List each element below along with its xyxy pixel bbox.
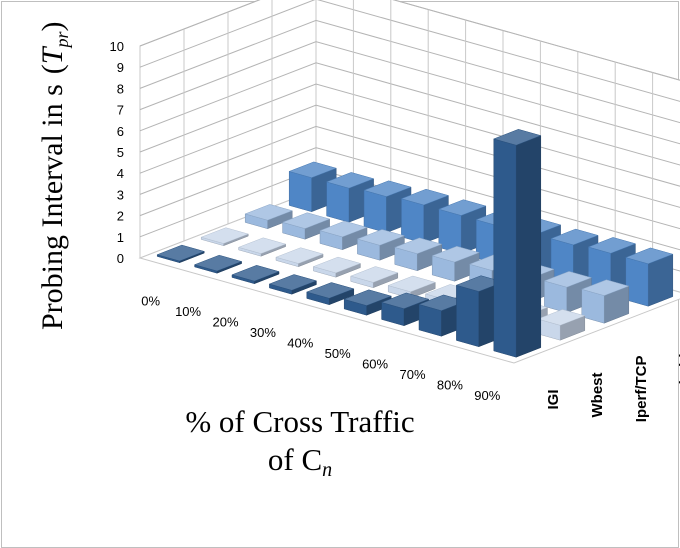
bar bbox=[319, 220, 368, 251]
bar bbox=[244, 204, 293, 230]
bar bbox=[400, 188, 450, 244]
x-tick-label: 30% bbox=[250, 325, 276, 340]
series-depth-labels: IGI Wbest Iperf/TCP Pathchirp bbox=[545, 339, 680, 423]
gridline bbox=[139, 147, 680, 251]
bar bbox=[581, 279, 630, 324]
bar bbox=[275, 247, 324, 268]
bar bbox=[350, 266, 399, 289]
x-axis-label-line2-text: of C bbox=[268, 442, 322, 477]
y-axis-label: Probing Interval in s(Tpr) bbox=[36, 21, 72, 330]
y-tick-label: 10 bbox=[110, 39, 124, 54]
gridline bbox=[139, 83, 680, 187]
y-tick-label: 1 bbox=[117, 230, 124, 245]
series-label: IGI bbox=[545, 390, 562, 410]
x-axis-label-line2: of Cn bbox=[268, 442, 332, 481]
y-tick-label: 8 bbox=[117, 81, 124, 96]
x-tick-label: 20% bbox=[212, 314, 238, 329]
y-axis-label-main: Probing Interval in s bbox=[36, 84, 69, 330]
y-tick-label: 9 bbox=[117, 60, 124, 75]
y-axis-label-symbol: T bbox=[36, 45, 69, 64]
bar bbox=[200, 227, 249, 247]
gridline bbox=[139, 41, 680, 145]
gridline bbox=[139, 0, 680, 81]
y-tick-labels: 0 1 2 3 4 5 6 7 8 9 10 bbox=[110, 39, 124, 266]
x-tick-label: 80% bbox=[437, 377, 463, 392]
y-tick-label: 2 bbox=[117, 209, 124, 224]
x-category-labels: 0% 10% 20% 30% 40% 50% 60% 70% 80% 90% bbox=[141, 293, 500, 403]
x-tick-label: 70% bbox=[399, 367, 425, 382]
y-tick-label: 5 bbox=[117, 145, 124, 160]
bar bbox=[193, 254, 243, 274]
gridline bbox=[139, 104, 680, 208]
bar bbox=[356, 229, 406, 261]
gridline bbox=[139, 125, 680, 230]
x-tick-label: 60% bbox=[362, 356, 388, 371]
gridline bbox=[139, 19, 680, 124]
y-tick-label: 0 bbox=[117, 251, 124, 266]
x-tick-label: 0% bbox=[141, 293, 160, 308]
x-tick-label: 40% bbox=[287, 335, 313, 350]
bar bbox=[156, 244, 205, 264]
bar bbox=[312, 256, 362, 278]
bar bbox=[438, 199, 487, 255]
bar bbox=[625, 247, 674, 307]
y-tick-label: 3 bbox=[117, 187, 124, 202]
x-tick-label: 50% bbox=[325, 346, 351, 361]
bar bbox=[237, 237, 287, 257]
x-tick-label: 10% bbox=[175, 304, 201, 319]
series-label: Wbest bbox=[589, 372, 606, 417]
x-tick-label: 90% bbox=[474, 388, 500, 403]
gridline bbox=[139, 0, 680, 102]
chart-bars bbox=[156, 129, 674, 358]
gridline bbox=[139, 62, 680, 166]
bar bbox=[537, 309, 586, 341]
bar bbox=[306, 282, 355, 306]
bar bbox=[231, 265, 280, 285]
x-axis-label-line1: % of Cross Traffic bbox=[185, 404, 414, 439]
y-axis-label-subscript: pr bbox=[52, 31, 72, 50]
x-axis-label-subscript: n bbox=[322, 459, 332, 481]
bar bbox=[493, 129, 542, 358]
y-tick-label: 7 bbox=[117, 103, 124, 118]
y-tick-label: 4 bbox=[117, 166, 124, 181]
bar bbox=[268, 274, 318, 295]
series-label: Pathchirp bbox=[677, 339, 680, 408]
series-label: Iperf/TCP bbox=[633, 356, 650, 423]
y-tick-label: 6 bbox=[117, 124, 124, 139]
